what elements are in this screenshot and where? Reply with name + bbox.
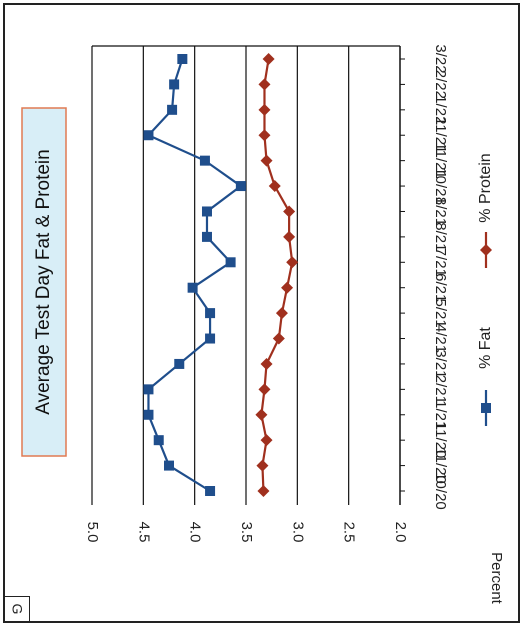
data-point	[143, 130, 154, 141]
data-point	[260, 434, 273, 447]
data-point	[283, 230, 296, 243]
chart-title: Average Test Day Fat & Protein	[33, 149, 54, 414]
data-point	[177, 54, 188, 64]
data-point	[164, 460, 174, 471]
data-point	[199, 155, 210, 166]
data-point	[275, 307, 288, 320]
data-point	[260, 154, 273, 167]
y-tick-label: 3.0	[289, 522, 306, 543]
x-tick-label: 7/21	[432, 248, 449, 277]
y-tick-label: 2.0	[392, 522, 409, 543]
data-point	[262, 53, 275, 65]
data-point	[258, 383, 271, 396]
x-tick-label: 1/21	[432, 400, 449, 429]
x-tick-label: 11/20	[432, 447, 449, 483]
x-tick-label: 4/21	[432, 324, 449, 353]
data-point	[187, 282, 198, 293]
x-tick-label: 1/22	[432, 95, 449, 124]
data-point	[281, 281, 294, 294]
x-tick-label: 8/21	[432, 222, 449, 251]
data-point	[143, 384, 154, 395]
x-tick-label: 11/21	[432, 117, 449, 153]
x-tick-label: 8/21	[432, 197, 449, 226]
x-tick-label: 3/21	[432, 349, 449, 378]
data-point	[205, 486, 216, 496]
figure-frame	[3, 3, 520, 623]
data-point	[169, 79, 180, 90]
y-tick-label: 4.0	[187, 522, 204, 543]
data-point	[225, 257, 236, 268]
data-point	[255, 408, 268, 421]
x-tick-label: 10/21	[432, 167, 449, 205]
data-point	[201, 206, 212, 217]
data-point	[258, 129, 271, 142]
data-point	[235, 181, 246, 192]
x-tick-label: 3/22	[432, 44, 449, 73]
data-point	[258, 103, 271, 116]
title-box	[21, 107, 67, 457]
legend-label: % Protein	[477, 153, 494, 222]
x-tick-label: 11/20	[432, 422, 449, 458]
data-point	[286, 256, 299, 269]
x-tick-label: 6/21	[432, 273, 449, 302]
x-tick-label: 11/21	[432, 142, 449, 178]
data-point	[201, 231, 212, 242]
x-tick-label: 2/21	[432, 375, 449, 404]
y-tick-label: 2.5	[341, 522, 358, 543]
data-point	[205, 308, 216, 319]
y-axis-label: Percent	[488, 552, 505, 605]
x-tick-label: 2/22	[432, 70, 449, 99]
series-line	[260, 58, 294, 492]
data-point	[167, 104, 178, 115]
data-point	[258, 78, 271, 91]
x-tick-label: 5/21	[432, 299, 449, 328]
data-point	[257, 485, 270, 497]
legend-marker	[480, 244, 492, 256]
y-tick-label: 4.5	[135, 522, 152, 543]
data-point	[283, 205, 296, 218]
legend-label: % Fat	[477, 327, 494, 369]
x-tick-label: 10/20	[432, 472, 449, 510]
y-tick-label: 5.0	[84, 522, 101, 543]
data-point	[174, 358, 185, 369]
y-tick-label: 3.5	[238, 522, 255, 543]
panel-label: G	[4, 596, 30, 622]
data-point	[256, 459, 269, 472]
data-point	[260, 357, 273, 370]
legend-marker	[481, 403, 491, 413]
data-point	[268, 180, 281, 193]
data-point	[205, 333, 216, 344]
data-point	[272, 332, 285, 345]
data-point	[143, 409, 154, 420]
data-point	[153, 435, 164, 446]
